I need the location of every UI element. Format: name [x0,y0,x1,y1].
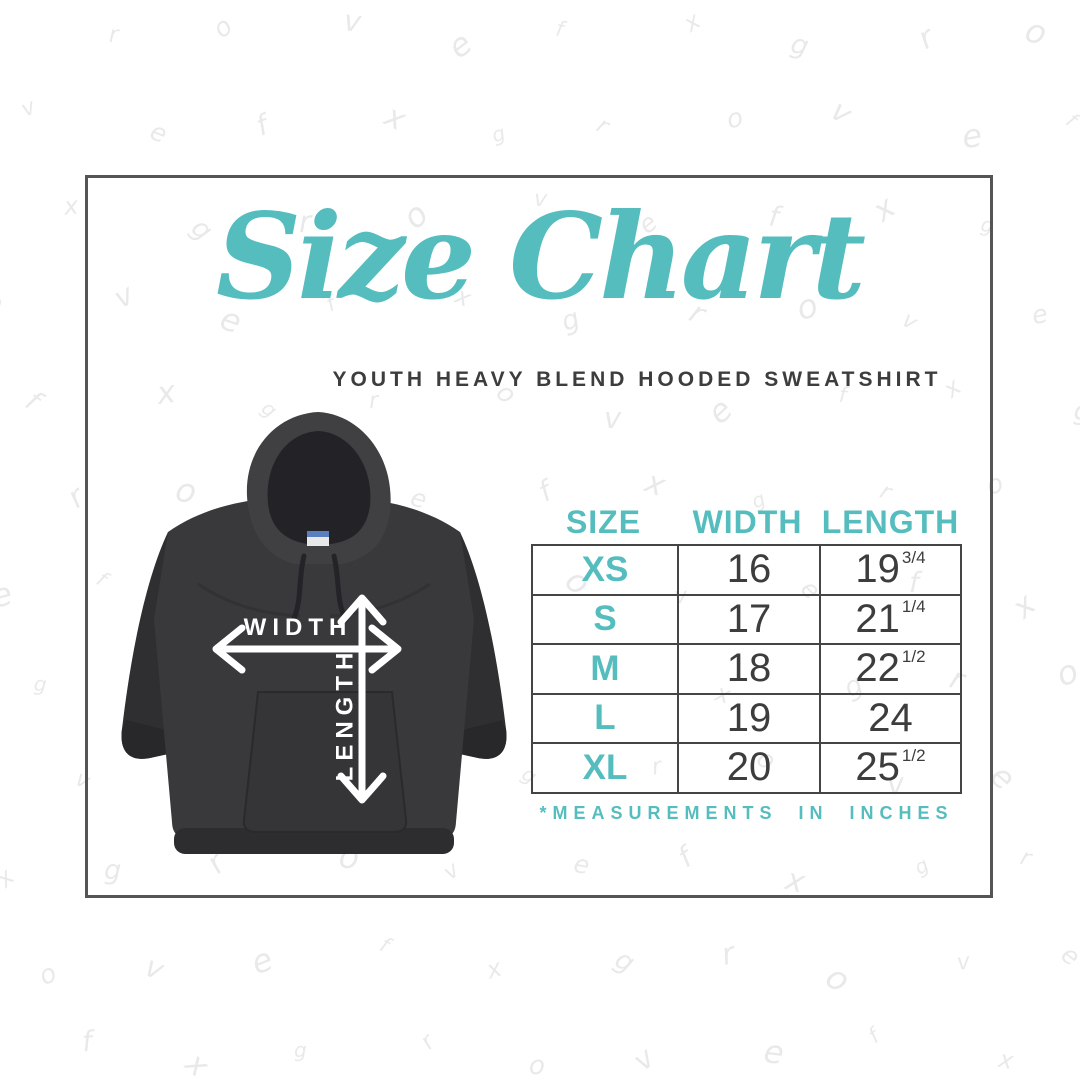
watermark-letter: r [1017,844,1035,872]
watermark-letter: o [34,958,62,992]
watermark-letter: f [19,384,47,417]
length-cell: 22 1/2 [819,645,960,693]
watermark-letter: v [604,401,622,435]
watermark-letter: o [207,11,239,45]
hoodie-image: WIDTH LENGTH [121,412,507,854]
card-frame: Size Chart YOUTH HEAVY BLEND HOODED SWEA… [85,175,993,898]
watermark-letter: x [678,6,706,38]
length-cell: 21 1/4 [819,595,960,643]
column-header-length: LENGTH [821,504,960,540]
table-row: L 19 24 [533,692,960,742]
watermark-letter: x [996,1044,1016,1076]
table-row: M 18 22 1/2 [533,643,960,693]
watermark-letter: o [723,102,747,136]
watermark-letter: x [178,1045,217,1080]
watermark-letter: o [1050,650,1080,695]
size-cell: S [593,599,617,639]
watermark-letter: g [609,943,640,980]
watermark-letter: x [1005,586,1044,626]
watermark-letter: v [17,94,40,123]
column-header-size: SIZE [565,504,642,540]
hoodie-hood-opening [267,431,371,545]
watermark-letter: f [376,932,394,958]
watermark-letter: x [62,191,80,221]
watermark-letter: e [959,115,985,157]
column-header-width: WIDTH [692,504,803,540]
watermark-letter: x [483,953,505,985]
length-cell: 25 1/2 [819,744,960,792]
length-cell: 19 3/4 [819,546,960,594]
length-fraction: 1/2 [901,745,926,765]
watermark-letter: v [140,949,169,987]
size-cell: M [590,648,620,688]
measurements-footnote: *MEASUREMENTS IN INCHES [539,802,954,823]
length-arrow-label: LENGTH [331,647,358,782]
width-cell: 16 [677,546,819,594]
watermark-letter: r [592,112,614,140]
size-cell: L [594,698,616,738]
width-cell: 18 [677,645,819,693]
watermark-letter: v [626,1040,662,1078]
page-subtitle: YOUTH HEAVY BLEND HOODED SWEATSHIRT [332,368,942,391]
watermark-letter: e [1055,939,1080,972]
width-cell: 19 [677,694,819,742]
watermark-letter: e [245,939,278,983]
watermark-letter: e [761,1031,786,1073]
size-table-header-row: SIZE WIDTH LENGTH [531,505,962,539]
length-fraction: 1/2 [901,646,926,666]
neck-tag-stripe [307,531,329,537]
watermark-letter: f [553,16,566,42]
drawstring-left [291,553,307,621]
watermark-letter: f [1061,108,1080,132]
length-fraction: 1/4 [901,597,926,617]
width-arrow-label: WIDTH [244,614,353,641]
size-table: SIZE WIDTH LENGTH XS 16 19 3/4 S 17 21 1/4 M 18 22… [531,505,962,824]
watermark-letter: r [415,1029,441,1055]
table-row: XL 20 25 1/2 [533,742,960,792]
length-fraction: 3/4 [901,547,926,567]
watermark-letter: r [108,21,119,49]
watermark-letter: f [80,1024,94,1059]
watermark-letter: e [0,574,17,616]
size-cell: XS [581,549,629,589]
length-cell: 24 [819,694,960,742]
watermark-letter: v [342,3,363,39]
watermark-letter: g [787,28,812,63]
watermark-letter: f [863,1024,884,1048]
watermark-letter: g [1071,394,1080,429]
watermark-letter: v [955,949,972,976]
watermark-letter: x [0,863,21,893]
watermark-letter: o [818,956,858,1001]
watermark-letter: e [1029,298,1051,331]
hoodie-diagram: WIDTH LENGTH [108,404,520,862]
size-table-body: XS 16 19 3/4 S 17 21 1/4 M 18 22 1/2 L 19 24 XL 20 25 1/2 [531,544,962,794]
hoodie-pocket [242,691,408,833]
watermark-letter: o [528,1050,546,1080]
size-cell: XL [582,747,628,787]
watermark-letter: v [824,93,859,131]
width-cell: 20 [677,744,819,792]
page-title: Size Chart [215,187,866,326]
watermark-letter: e [146,116,172,149]
hoodie-fold-left [197,582,301,618]
watermark-letter: e [440,23,480,67]
watermark-letter: x [379,97,412,139]
length-arrow [337,594,387,804]
width-cell: 17 [677,595,819,643]
watermark-letter: f [251,108,273,143]
table-row: S 17 21 1/4 [533,593,960,643]
table-row: XS 16 19 3/4 [533,546,960,594]
watermark-letter: g [488,120,508,148]
watermark-letter: r [718,936,739,973]
watermark-letter: o [1020,9,1052,54]
watermark-letter: r [912,20,941,57]
watermark-letter: g [32,671,48,697]
watermark-letter: g [293,1037,307,1063]
watermark-letter: o [0,286,6,320]
hoodie-hem [174,828,454,854]
